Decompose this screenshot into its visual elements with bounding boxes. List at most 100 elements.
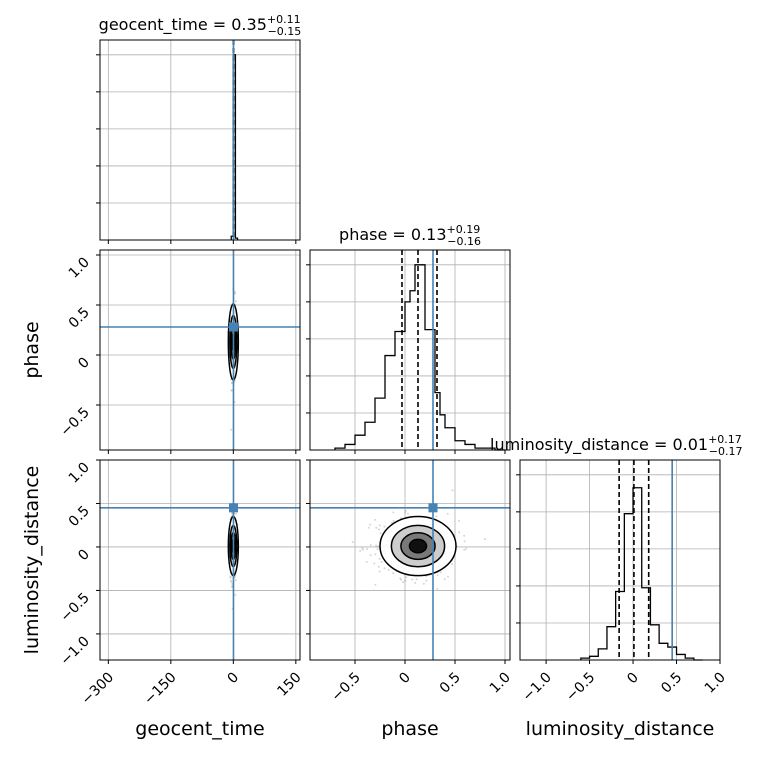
sample-point [392,572,395,575]
sample-point [361,547,364,550]
sample-point [465,547,468,550]
sample-point [365,560,368,563]
sample-point [369,544,372,547]
panel-title-geocent_time: geocent_time = 0.35+0.11 −0.15 [99,13,302,38]
sample-point [367,526,370,529]
y-tick-label: −0.5 [57,590,92,625]
sample-point [435,515,438,518]
sample-point [375,526,378,529]
sample-point [230,580,233,583]
sample-point [373,562,376,565]
title-minus-error: −0.15 [268,25,302,38]
sample-point [229,579,232,582]
sample-point [387,568,390,571]
sample-point [377,545,380,548]
sample-point [425,579,428,582]
y-tick-label: 0 [75,355,93,373]
sample-point [399,577,402,580]
x-tick-label: 0.5 [437,670,464,697]
title-plus-error: +0.19 [447,223,481,236]
panel-title-luminosity_distance: luminosity_distance = 0.01+0.17 −0.17 [490,433,743,458]
sample-point [383,525,386,528]
x-tick-label: 1.0 [487,670,514,697]
sample-point [230,389,233,392]
sample-point [407,512,409,515]
title-param: phase [339,225,387,244]
sample-point [392,511,395,514]
sample-point [233,576,236,579]
sample-point [362,548,364,551]
sample-point [439,571,442,574]
sample-point [422,582,425,585]
title-equals: = [649,435,673,454]
sample-point [229,576,232,579]
sample-point [383,567,386,570]
sample-point [231,586,233,588]
sample-point [458,520,460,522]
sample-point [404,511,407,514]
panel-frame [519,459,721,661]
sample-point [235,300,237,303]
sample-point [378,528,380,531]
x-axis-label-geocent_time: geocent_time [135,718,264,740]
y-tick-label: −1.0 [57,633,92,668]
y-axis-label-luminosity_distance: luminosity_distance [21,466,43,655]
sample-point [230,382,233,385]
truth-marker [428,503,438,513]
y-tick-label: 0.5 [66,503,93,530]
sample-point [375,544,378,547]
sample-point [404,509,407,512]
sample-point [234,292,237,295]
title-param: luminosity_distance [490,435,649,455]
sample-point [374,553,377,556]
sample-point [463,534,466,537]
x-tick-label: −0.5 [563,670,598,705]
panel-frame [99,459,301,661]
truth-marker [228,322,238,332]
sample-point [463,548,466,551]
y-tick-label: 1.0 [66,460,93,487]
sample-point [405,576,408,579]
histogram-phase [334,264,505,451]
x-tick-label: 0 [225,670,243,688]
sample-point [229,575,232,578]
panel-frame [309,249,511,451]
x-tick-label: −0.5 [328,670,363,705]
title-param: geocent_time [99,15,208,35]
y-axis-label-phase: phase [21,321,43,378]
sample-point [484,538,486,541]
x-tick-label: 0.5 [658,670,685,697]
sample-point [451,489,454,492]
sample-point [366,548,368,550]
sample-point [446,512,449,515]
sample-point [374,583,377,586]
sample-point [374,518,377,521]
sample-point [234,593,237,596]
y-tick-label: 0 [75,546,93,564]
sample-point [230,512,233,515]
title-equals: = [387,225,411,244]
sample-point [411,578,414,581]
x-tick-label: 0 [396,670,414,688]
x-tick-label: 150 [274,670,304,700]
sample-point [463,540,466,543]
sample-point [392,519,395,522]
title-equals: = [208,15,232,34]
sample-point [380,560,383,563]
x-tick-label: −1.0 [520,670,555,705]
title-median: 0.13 [411,225,447,244]
sample-point [400,578,403,581]
x-tick-label: 1.0 [702,670,729,697]
title-median: 0.35 [231,15,267,34]
y-tick-label: 0.5 [66,305,93,332]
sample-point [451,563,453,566]
sample-point [378,557,381,560]
panel-title-phase: phase = 0.13+0.19 −0.16 [339,223,481,248]
histogram-luminosity_distance [580,487,703,661]
panel-frame [99,39,301,241]
sample-point [378,570,381,573]
sample-point [235,512,238,515]
x-axis-label-phase: phase [381,718,438,740]
truth-marker [228,503,238,513]
x-tick-label: 0 [624,670,642,688]
